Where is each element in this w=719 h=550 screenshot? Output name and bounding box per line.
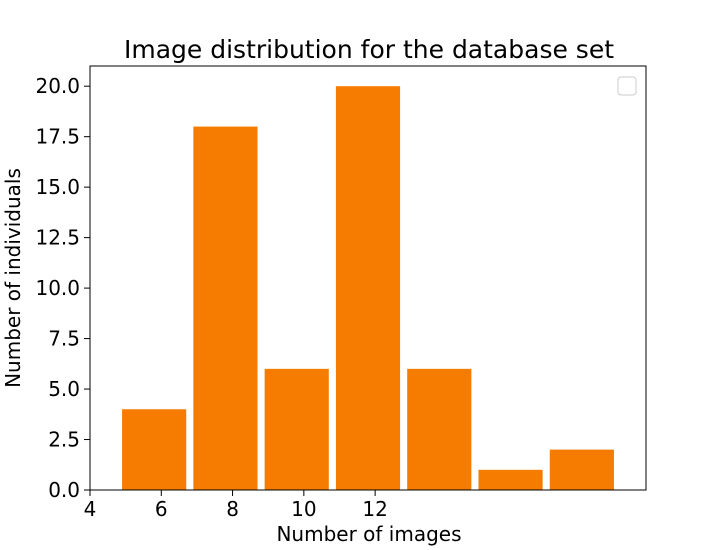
chart-title: Image distribution for the database set — [124, 35, 614, 64]
y-tick-label-2: 5.0 — [48, 377, 80, 401]
bar-7 — [549, 449, 614, 490]
bar-3 — [264, 368, 329, 490]
plot-frame — [89, 65, 647, 491]
bars-group — [122, 86, 614, 491]
y-tick-label-6: 15.0 — [35, 175, 80, 199]
x-tick-label-4: 12 — [362, 497, 387, 521]
legend-box — [617, 76, 637, 96]
y-tick-label-8: 20.0 — [35, 74, 80, 98]
x-tick-label-3: 10 — [291, 497, 316, 521]
y-axis: 0.0 2.5 5.0 7.5 10.0 12.5 15.0 17.5 20.0 — [35, 74, 90, 502]
x-tick-label-0: 4 — [84, 497, 97, 521]
y-tick-label-4: 10.0 — [35, 276, 80, 300]
x-axis-label: Number of images — [276, 522, 461, 546]
y-tick-label-1: 2.5 — [48, 428, 80, 452]
y-axis-label: Number of individuals — [1, 168, 25, 388]
x-tick-label-2: 8 — [226, 497, 239, 521]
bar-4 — [335, 86, 401, 490]
y-tick-label-3: 7.5 — [48, 327, 80, 351]
x-tick-label-1: 6 — [155, 497, 168, 521]
y-tick-label-5: 12.5 — [35, 226, 80, 250]
bar-5 — [407, 368, 472, 490]
x-axis: 4 6 8 10 12 — [84, 490, 388, 521]
bar-2 — [193, 126, 258, 491]
bar-1 — [122, 409, 187, 490]
bar-6 — [478, 469, 543, 490]
y-tick-label-7: 17.5 — [35, 125, 80, 149]
y-tick-label-0: 0.0 — [48, 478, 80, 502]
